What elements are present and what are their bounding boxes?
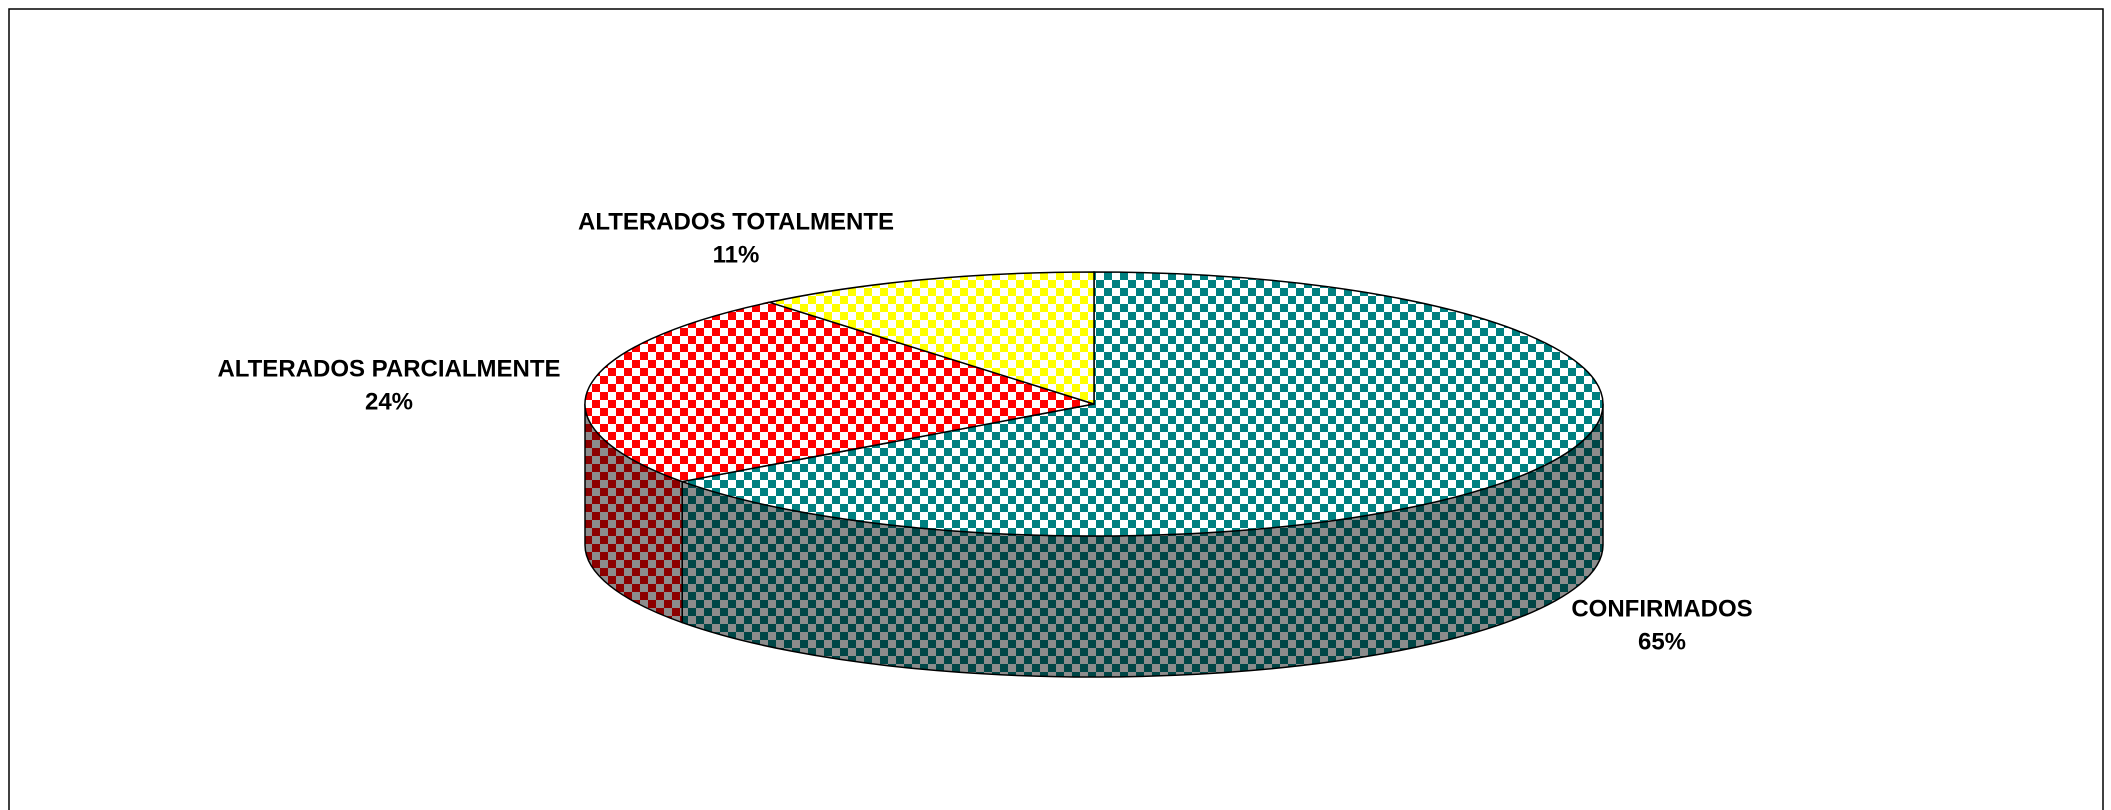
slice-value-label: 65%: [1638, 628, 1686, 655]
slice-value-label: 24%: [365, 388, 413, 415]
pie-side: [682, 404, 1603, 678]
slice-label: ALTERADOS TOTALMENTE: [578, 208, 894, 235]
pie-slice: [679, 271, 1604, 537]
pie-slice: [584, 301, 1095, 483]
slice-value-label: 11%: [713, 241, 760, 268]
pie-side: [585, 404, 683, 623]
slice-label: ALTERADOS PARCIALMENTE: [217, 355, 560, 382]
slice-label: CONFIRMADOS: [1571, 595, 1752, 622]
pie-slice: [766, 271, 1095, 406]
